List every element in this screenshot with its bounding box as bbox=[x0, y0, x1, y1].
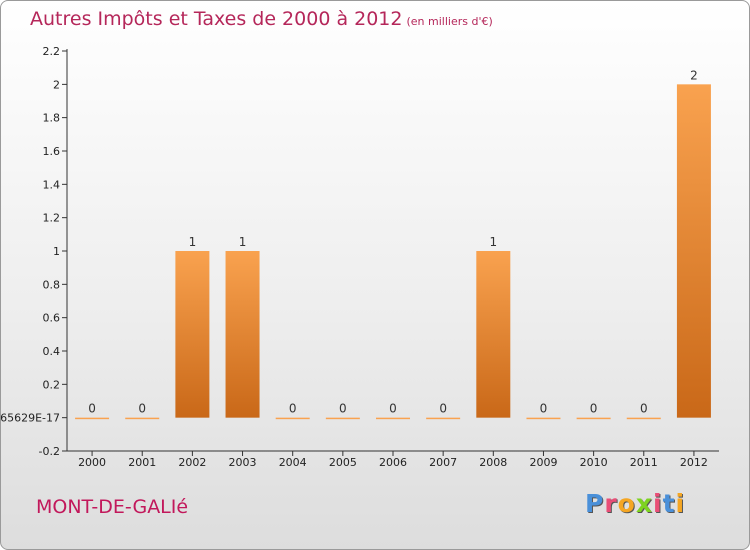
y-tick-label: 0.6 bbox=[43, 312, 61, 325]
x-tick-label: 2002 bbox=[178, 456, 206, 469]
bar-value-label: 0 bbox=[439, 402, 447, 416]
bar-value-label: 1 bbox=[239, 235, 247, 249]
y-tick-label: 1.2 bbox=[43, 212, 61, 225]
y-tick-label: 1.4 bbox=[43, 178, 61, 191]
y-tick-label: 0.8 bbox=[43, 278, 61, 291]
logo-letter: P bbox=[585, 489, 605, 518]
bar bbox=[225, 251, 260, 418]
bar-value-label: 0 bbox=[389, 402, 397, 416]
x-tick-label: 2000 bbox=[78, 456, 106, 469]
proxiti-logo: Proxiti bbox=[585, 489, 685, 518]
x-tick-label: 2008 bbox=[479, 456, 507, 469]
x-tick-label: 2006 bbox=[379, 456, 407, 469]
bar-value-label: 1 bbox=[189, 235, 197, 249]
x-tick-label: 2012 bbox=[680, 456, 708, 469]
y-tick-label: 0.2 bbox=[43, 378, 61, 391]
bar bbox=[376, 417, 410, 420]
y-tick-label: 1.6 bbox=[43, 145, 61, 158]
y-tick-label: -1.5265629E-17 bbox=[1, 412, 60, 425]
bar bbox=[576, 417, 611, 420]
bar-value-label: 0 bbox=[540, 402, 548, 416]
commune-name: MONT-DE-GALIé bbox=[36, 496, 189, 518]
logo-letter: t bbox=[662, 489, 676, 518]
logo-letter: x bbox=[635, 489, 653, 518]
x-tick-label: 2003 bbox=[229, 456, 257, 469]
logo-letter: o bbox=[617, 489, 636, 518]
bar bbox=[676, 84, 711, 418]
bar-value-label: 1 bbox=[489, 235, 497, 249]
bar bbox=[476, 251, 511, 418]
logo-letter: r bbox=[604, 489, 618, 518]
y-tick-label: -0.2 bbox=[39, 445, 60, 458]
y-tick-label: 1.8 bbox=[43, 112, 61, 125]
x-tick-label: 2004 bbox=[279, 456, 307, 469]
x-tick-label: 2010 bbox=[580, 456, 608, 469]
y-tick-label: 0.4 bbox=[43, 345, 61, 358]
x-tick-label: 2011 bbox=[630, 456, 658, 469]
x-tick-label: 2009 bbox=[529, 456, 557, 469]
bar-value-label: 2 bbox=[690, 68, 698, 82]
bar bbox=[426, 417, 461, 420]
chart-title: Autres Impôts et Taxes de 2000 à 2012 (en… bbox=[30, 8, 493, 30]
y-tick-label: 2.2 bbox=[43, 45, 61, 58]
logo-letter: i bbox=[675, 489, 686, 518]
bar bbox=[125, 417, 160, 420]
chart-title-text: Autres Impôts et Taxes de 2000 à 2012 bbox=[30, 8, 403, 30]
bar bbox=[75, 417, 110, 420]
bar-value-label: 0 bbox=[289, 402, 297, 416]
bar bbox=[626, 417, 661, 420]
chart-subtitle: (en milliers d'€) bbox=[406, 15, 493, 28]
bar-value-label: 0 bbox=[138, 402, 146, 416]
x-tick-label: 2005 bbox=[329, 456, 357, 469]
bar bbox=[175, 251, 210, 418]
y-tick-label: 2 bbox=[53, 78, 60, 91]
bar-value-label: 0 bbox=[590, 402, 598, 416]
y-tick-label: 1 bbox=[53, 245, 60, 258]
bar-value-label: 0 bbox=[640, 402, 648, 416]
bar bbox=[275, 417, 310, 420]
logo-letter: i bbox=[653, 489, 663, 518]
bar-value-label: 0 bbox=[88, 402, 96, 416]
bar bbox=[325, 417, 360, 420]
x-tick-label: 2007 bbox=[429, 456, 457, 469]
bar bbox=[526, 417, 561, 420]
bar-value-label: 0 bbox=[339, 402, 347, 416]
x-tick-label: 2001 bbox=[128, 456, 156, 469]
